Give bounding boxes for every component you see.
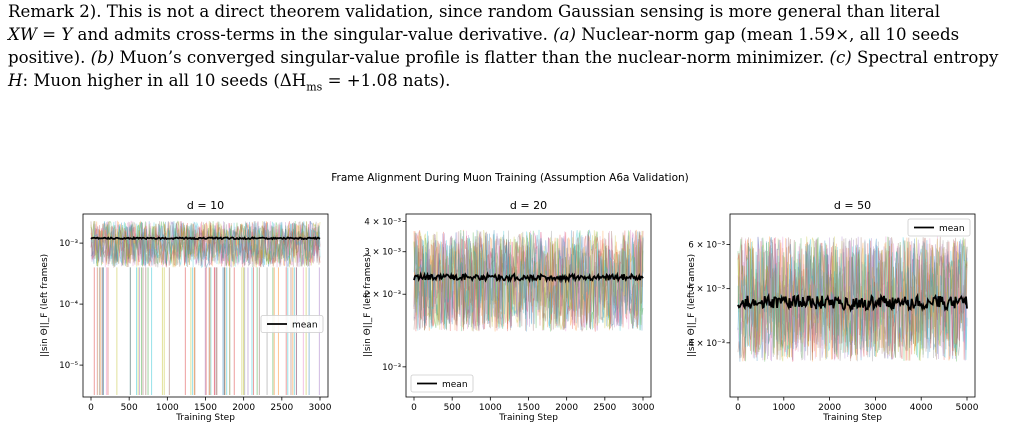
x-tick-label: 2000 [818, 403, 841, 413]
x-tick-label: 3000 [864, 403, 887, 413]
x-tick-label: 1500 [517, 403, 540, 413]
chart-panel-d20: d = 20 0 500 1000 1500 2000 2500 3000 4 × 10⁻³ 3 … [363, 199, 655, 423]
caption-line-3: positive). (b) Muon’s converged singular… [8, 48, 999, 67]
x-tick-label: 2000 [232, 403, 255, 413]
seed-trace [413, 229, 644, 332]
seed-trace [90, 220, 321, 268]
seed-trace [737, 237, 968, 362]
y-tick-label: 4 × 10⁻³ [688, 339, 725, 349]
x-tick-label: 2500 [270, 403, 293, 413]
seed-trace [413, 230, 644, 332]
seed-trace [737, 236, 968, 362]
figure-suptitle: Frame Alignment During Muon Training (As… [331, 172, 689, 184]
x-tick-label: 1500 [194, 403, 217, 413]
legend: mean [410, 374, 474, 393]
y-tick-label: 10⁻³ [59, 239, 78, 249]
y-tick-label: 5 × 10⁻³ [688, 285, 725, 295]
legend-label: mean [939, 224, 965, 234]
seed-trace [737, 237, 968, 360]
seed-trace [413, 229, 644, 332]
caption-line-4: H: Muon higher in all 10 seeds (ΔHms = +… [8, 71, 451, 94]
seed-trace [90, 220, 321, 268]
seed-trace [90, 221, 321, 269]
seed-trace [90, 220, 321, 268]
seed-trace [413, 229, 644, 331]
panel-title: d = 10 [187, 199, 224, 212]
x-axis-label: Training Step [175, 413, 235, 423]
legend: mean [907, 218, 971, 237]
mean-line [737, 292, 968, 313]
panel-title: d = 20 [510, 199, 547, 212]
y-axis-label: ||sin Θ||_F (left frames) [363, 254, 373, 357]
seed-trace [737, 236, 968, 362]
y-tick-label: 4 × 10⁻³ [364, 218, 401, 228]
panel-title: d = 50 [834, 199, 871, 212]
seed-trace [413, 229, 644, 332]
y-tick-label: 10⁻⁵ [59, 361, 78, 371]
seed-trace [90, 221, 321, 268]
seed-trace [413, 231, 644, 331]
caption-line-1: Remark 2). This is not a direct theorem … [8, 2, 941, 21]
x-tick-label: 0 [411, 403, 417, 413]
y-tick-label: 10⁻³ [382, 363, 401, 373]
y-tick-label: 10⁻⁴ [59, 300, 78, 310]
x-tick-label: 3000 [309, 403, 332, 413]
seed-trace [737, 236, 968, 362]
figure-caption: Remark 2). This is not a direct theorem … [8, 0, 1012, 98]
legend-box [260, 315, 324, 333]
seed-trace [90, 220, 321, 268]
x-tick-label: 0 [88, 403, 94, 413]
x-tick-label: 4000 [910, 403, 933, 413]
x-tick-label: 5000 [956, 403, 979, 413]
seed-trace [90, 220, 321, 268]
x-tick-label: 1000 [479, 403, 502, 413]
legend-label: mean [442, 380, 468, 390]
y-tick-label: 3 × 10⁻³ [364, 248, 401, 258]
x-axis-label: Training Step [822, 413, 882, 423]
x-tick-label: 2000 [555, 403, 578, 413]
legend-box [410, 374, 474, 393]
x-tick-label: 500 [444, 403, 461, 413]
x-tick-label: 2500 [593, 403, 616, 413]
x-tick-label: 500 [121, 403, 138, 413]
y-tick-label: 2 × 10⁻³ [364, 290, 401, 300]
seed-trace [737, 236, 968, 362]
y-axis-label: ||sin Θ||_F (left frames) [687, 254, 697, 357]
y-axis-label: ||sin Θ||_F (left frames) [40, 254, 50, 357]
chart-panel-d10: d = 10 0 500 1000 1500 2000 2500 3000 10⁻³ 10⁻⁴ 10… [40, 199, 332, 423]
legend: mean [260, 315, 324, 333]
seed-trace [413, 229, 644, 331]
x-tick-label: 1000 [156, 403, 179, 413]
seed-trace [737, 236, 968, 362]
legend-label: mean [292, 321, 318, 331]
seed-trace [413, 229, 644, 332]
x-tick-label: 1000 [772, 403, 795, 413]
y-tick-label: 6 × 10⁻³ [688, 240, 725, 250]
mean-line [90, 235, 321, 241]
seed-trace [737, 236, 968, 362]
x-tick-label: 3000 [632, 403, 655, 413]
x-axis-label: Training Step [498, 413, 558, 423]
legend-box [907, 218, 971, 237]
seed-trace [737, 237, 968, 362]
seed-trace [90, 221, 321, 269]
caption-line-2: XW = Y and admits cross-terms in the sin… [8, 25, 960, 44]
x-tick-label: 0 [735, 403, 741, 413]
seed-trace [413, 230, 644, 332]
chart-panel-d50: d = 50 0 1000 2000 3000 4000 5000 6 × 10⁻³ 5 × 1… [687, 199, 979, 423]
mean-line [413, 271, 644, 284]
axes-frame [729, 213, 976, 398]
